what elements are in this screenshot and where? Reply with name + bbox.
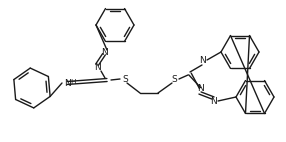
Text: S: S <box>171 75 177 83</box>
Text: N: N <box>197 83 203 92</box>
Text: N: N <box>101 48 107 57</box>
Text: N: N <box>94 62 100 72</box>
Text: S: S <box>122 75 128 83</box>
Text: N: N <box>63 79 70 87</box>
Text: H: H <box>70 79 75 85</box>
Text: N: N <box>210 97 217 106</box>
Text: N: N <box>198 56 205 64</box>
